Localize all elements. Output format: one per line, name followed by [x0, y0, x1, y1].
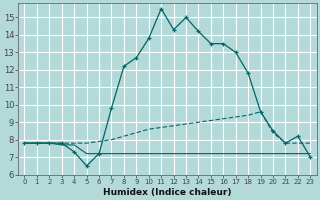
X-axis label: Humidex (Indice chaleur): Humidex (Indice chaleur) [103, 188, 232, 197]
